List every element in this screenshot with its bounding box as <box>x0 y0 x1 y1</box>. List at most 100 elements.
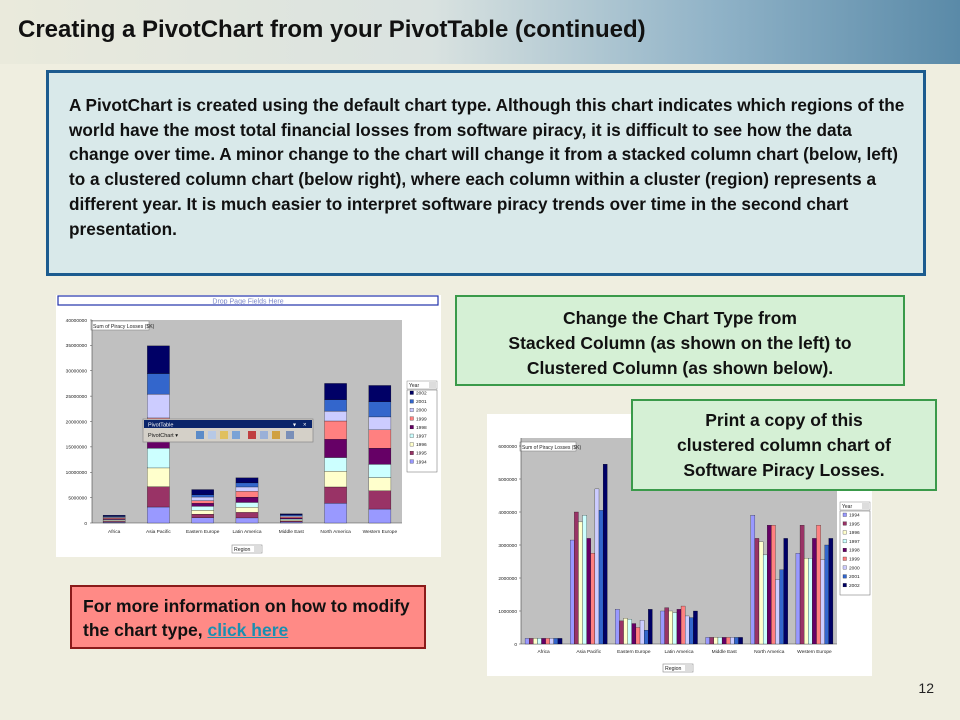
legend-swatch <box>842 583 847 588</box>
legend-label: 1995 <box>849 521 860 527</box>
region-field-button[interactable] <box>231 544 263 554</box>
format-report-icon[interactable] <box>196 431 204 439</box>
clustered-bar <box>524 638 530 645</box>
y-tick-label: 4000000 <box>498 510 517 516</box>
clustered-bar <box>828 538 834 645</box>
stacked-bar-segment <box>191 513 214 518</box>
clustered-bar <box>639 620 645 645</box>
stacked-bar-segment <box>324 420 347 440</box>
stacked-bar-segment <box>324 410 347 422</box>
show-detail-icon[interactable] <box>232 431 240 439</box>
clustered-region-dropdown-icon[interactable] <box>685 665 692 671</box>
change-line-1: Change the Chart Type from <box>562 308 797 328</box>
legend-label: 1995 <box>416 451 427 457</box>
legend-dropdown-icon[interactable] <box>862 503 869 509</box>
clustered-bar <box>602 464 608 645</box>
stacked-bar-segment <box>147 486 170 508</box>
stacked-bar-segment <box>147 345 170 374</box>
clustered-bar <box>553 638 559 645</box>
legend-label: 1998 <box>849 548 860 554</box>
legend-swatch <box>842 548 847 552</box>
intro-box: A PivotChart is created using the defaul… <box>46 70 926 276</box>
clustered-bar <box>762 554 768 645</box>
stacked-bar-segment <box>235 517 259 524</box>
stacked-bar-segment <box>280 521 303 524</box>
more-info-text: For more information on how to modify th… <box>83 596 410 640</box>
legend-label: 2001 <box>416 399 427 405</box>
stacked-bar-segment <box>191 510 214 515</box>
include-hidden-icon[interactable] <box>260 431 268 439</box>
clustered-bar <box>594 488 600 645</box>
clustered-bar <box>586 538 591 645</box>
x-tick-label: Africa <box>537 649 550 655</box>
legend-swatch <box>842 512 847 517</box>
clustered-bar <box>705 637 710 645</box>
legend-field-button[interactable] <box>839 501 871 511</box>
clustered-bar <box>574 511 579 645</box>
clustered-data-field-button[interactable] <box>519 441 577 452</box>
x-tick-label: Western Europe <box>797 649 832 655</box>
legend-swatch <box>842 521 847 526</box>
refresh-data-icon[interactable] <box>248 431 256 439</box>
clustered-x-axis: Africa Asia Pacific Eastern Europe Latin Am… <box>537 649 832 655</box>
drop-page-fields-zone[interactable] <box>57 295 439 306</box>
stacked-bar-segment <box>280 514 303 517</box>
clustered-bars <box>524 464 834 645</box>
stacked-bar-segment <box>324 503 347 524</box>
field-settings-icon[interactable] <box>272 431 280 439</box>
legend-dropdown-icon[interactable] <box>429 382 436 388</box>
clustered-bar <box>713 637 719 645</box>
clustered-bar <box>672 612 678 645</box>
data-field-label: Sum of Piracy Losses ($K) <box>93 324 155 330</box>
stacked-y-axis: 40000000 35000000 30000000 25000000 20000000… <box>66 318 92 527</box>
clustered-bar <box>668 610 673 645</box>
legend-swatch <box>842 530 847 535</box>
stacked-bar-segment <box>368 385 392 402</box>
data-field-button[interactable] <box>90 320 150 331</box>
clustered-bar <box>709 637 714 645</box>
chart-wizard-icon[interactable] <box>208 431 216 439</box>
pivotchart-menu[interactable]: PivotChart ▾ <box>148 433 178 439</box>
intro-text: A PivotChart is created using the defaul… <box>69 95 905 239</box>
legend-box <box>406 389 438 473</box>
x-tick-label: Latin America <box>664 649 693 655</box>
x-tick-label: Western Europe <box>363 529 398 535</box>
print-line-3: Software Piracy Losses. <box>683 460 885 480</box>
legend-label: 1997 <box>416 434 427 440</box>
clustered-bar <box>689 617 694 645</box>
legend-swatch <box>409 459 414 464</box>
stacked-bar-segment <box>368 508 392 524</box>
stacked-bar-segment <box>102 518 126 520</box>
x-tick-label: Africa <box>108 529 121 535</box>
stacked-bar-segment <box>235 512 259 519</box>
legend-swatch <box>409 399 414 404</box>
legend-swatch <box>409 433 414 438</box>
stacked-bar-segment <box>147 373 170 395</box>
legend-swatch <box>409 416 414 421</box>
clustered-bar <box>557 638 563 645</box>
stacked-bar-segment <box>235 486 259 492</box>
y-tick-label: 1000000 <box>498 609 517 615</box>
clustered-bar <box>754 538 760 645</box>
clustered-region-field-button[interactable] <box>662 663 694 673</box>
clustered-bar <box>537 638 542 645</box>
clustered-bar <box>693 610 698 645</box>
stacked-bar-segment <box>191 517 214 524</box>
legend-field-button[interactable] <box>406 380 438 390</box>
stacked-bar-segment <box>191 506 214 511</box>
clustered-bar <box>808 558 813 645</box>
stacked-bar-segment <box>368 429 392 449</box>
click-here-link[interactable]: click here <box>207 620 289 640</box>
stacked-bar-segment <box>235 507 259 513</box>
region-dropdown-arrow-icon[interactable] <box>254 546 261 552</box>
clustered-bar <box>775 579 780 645</box>
page-title: Creating a PivotChart from your PivotTab… <box>18 16 646 43</box>
x-tick-label: North America <box>320 529 351 535</box>
toolbar-close-icon[interactable]: × <box>303 423 307 429</box>
hide-detail-icon[interactable] <box>220 431 228 439</box>
toolbar-dropdown-icon[interactable]: ▾ <box>293 423 296 429</box>
field-list-icon[interactable] <box>286 431 294 439</box>
stacked-chart-svg: Drop Page Fields Here Sum of Piracy Loss… <box>56 295 441 557</box>
y-tick-label: 40000000 <box>66 318 88 324</box>
y-tick-label: 6000000 <box>498 444 517 450</box>
